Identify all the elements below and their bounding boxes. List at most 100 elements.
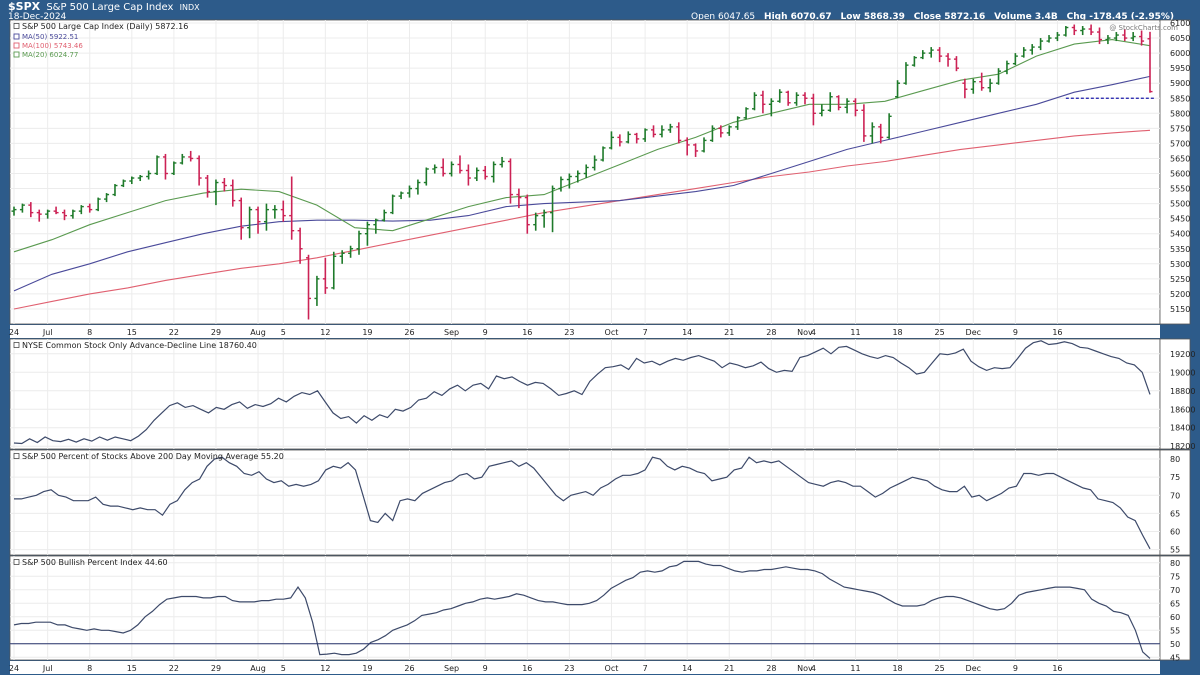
ohlc-bar [449,161,455,177]
ohlc-bar [634,132,640,144]
ohlc-bar [465,164,471,186]
panel-title-price: S&P 500 Large Cap Index (Daily) 5872.16 [13,22,188,31]
y-tick-label: 5700 [1170,139,1190,148]
watermark: @ StockCharts.com [1109,24,1178,32]
y-tick-label: 5850 [1170,94,1190,103]
x-tick-label: 7 [643,328,648,337]
x-tick-label: 28 [766,664,776,673]
x-tick-label: Nov [797,664,813,673]
y-tick-label: 80 [1170,559,1180,568]
y-tick-label: 5550 [1170,185,1190,194]
ohlc-bar [987,78,993,93]
ohlc-bar [1054,32,1060,42]
panel-title-text: S&P 500 Bullish Percent Index 44.60 [22,558,168,567]
y-tick-label: 18600 [1170,405,1195,414]
y-tick-label: 18800 [1170,387,1195,396]
ohlc-bar [348,245,354,258]
ohlc-bar [979,72,985,91]
ohlc-bar [659,125,665,138]
ohlc-bar [104,193,110,203]
ohlc-bar [684,137,690,156]
y-tick-label: 55 [1170,626,1180,635]
x-tick-label: 9 [483,664,488,673]
symbol-header: $SPX S&P 500 Large Cap Index INDX [8,1,200,13]
x-tick-label: 14 [682,328,692,337]
legend-swatch [13,51,20,58]
stat-high: High 6070.67 [764,12,832,22]
y-tick-label: 45 [1170,653,1180,662]
ohlc-bar [280,200,286,222]
x-tick-label: 26 [404,328,414,337]
panel-title-text: S&P 500 Percent of Stocks Above 200 Day … [22,452,284,461]
ohlc-bar [1139,30,1145,46]
stat-low: Low 5868.39 [840,12,905,22]
ohlc-bar [592,155,598,171]
x-tick-label: 18 [892,664,902,673]
ohlc-bar [230,179,236,207]
ohlc-bar [499,156,505,168]
ohlc-bar [1105,35,1111,45]
ohlc-bar [667,123,673,133]
ohlc-bar [625,131,631,144]
ohlc-bar [1080,26,1086,36]
ohlc-bar [937,47,943,63]
ohlc-bar [895,80,901,99]
ohlc-bar [550,185,556,233]
y-tick-label: 65 [1170,509,1180,518]
y-tick-label: 5400 [1170,230,1190,239]
bpi-line [13,560,1151,659]
ohlc-bar [406,185,412,198]
ohlc-bar [171,161,177,176]
y-axis-pct200 [1159,449,1191,556]
legend-swatch [13,559,20,565]
panel-title-adline: NYSE Common Stock Only Advance-Decline L… [13,341,257,350]
x-tick-label: 18 [892,328,902,337]
x-tick-label: 8 [87,328,92,337]
ohlc-bar [356,230,362,255]
ohlc-bar [802,92,808,105]
ohlc-bar [1130,32,1136,42]
ohlc-bar [903,62,909,85]
ohlc-bar [726,125,732,136]
x-tick-label: Sep [444,664,459,673]
ohlc-bar [852,98,858,117]
x-tick-label: 29 [211,664,221,673]
panel-title-bpi: S&P 500 Bullish Percent Index 44.60 [13,558,168,567]
ohlc-bar [651,125,657,138]
exchange-label: INDX [179,3,200,12]
x-tick-label: Sep [444,328,459,337]
ohlc-bar [322,257,328,294]
ohlc-bar [1029,44,1035,55]
ohlc-bar [179,153,185,165]
pct200-line [14,456,1151,550]
ohlc-bar [314,275,320,306]
x-tick-label: 25 [935,664,945,673]
y-tick-label: 18200 [1170,442,1195,451]
ohlc-bar [566,173,572,189]
legend-swatch [13,23,20,29]
ohlc-bar [945,53,951,67]
ohlc-bar [760,90,766,114]
ohlc-bar [676,122,682,144]
ohlc-bar [819,104,825,117]
x-tick-label: 22 [169,328,179,337]
ohlc-bar [608,131,614,150]
ohlc-bar [920,50,926,60]
adline-line [13,340,1151,445]
ohlc-bar [36,209,42,222]
x-axis-strip-bottom [10,661,1160,674]
ohlc-bar [1122,29,1128,42]
ohlc-bar [558,176,564,192]
ohlc-bar [861,104,867,142]
y-tick-label: 5200 [1170,290,1190,299]
ohlc-bar [213,179,219,206]
panel-title-text: NYSE Common Stock Only Advance-Decline L… [22,341,257,350]
ohlc-bar [1038,38,1044,51]
x-tick-label: Dec [966,664,981,673]
x-tick-label: 16 [522,664,532,673]
ohlc-bar [735,116,741,130]
ohlc-bar [970,78,976,94]
legend-label: MA(20) 6024.77 [22,51,78,59]
